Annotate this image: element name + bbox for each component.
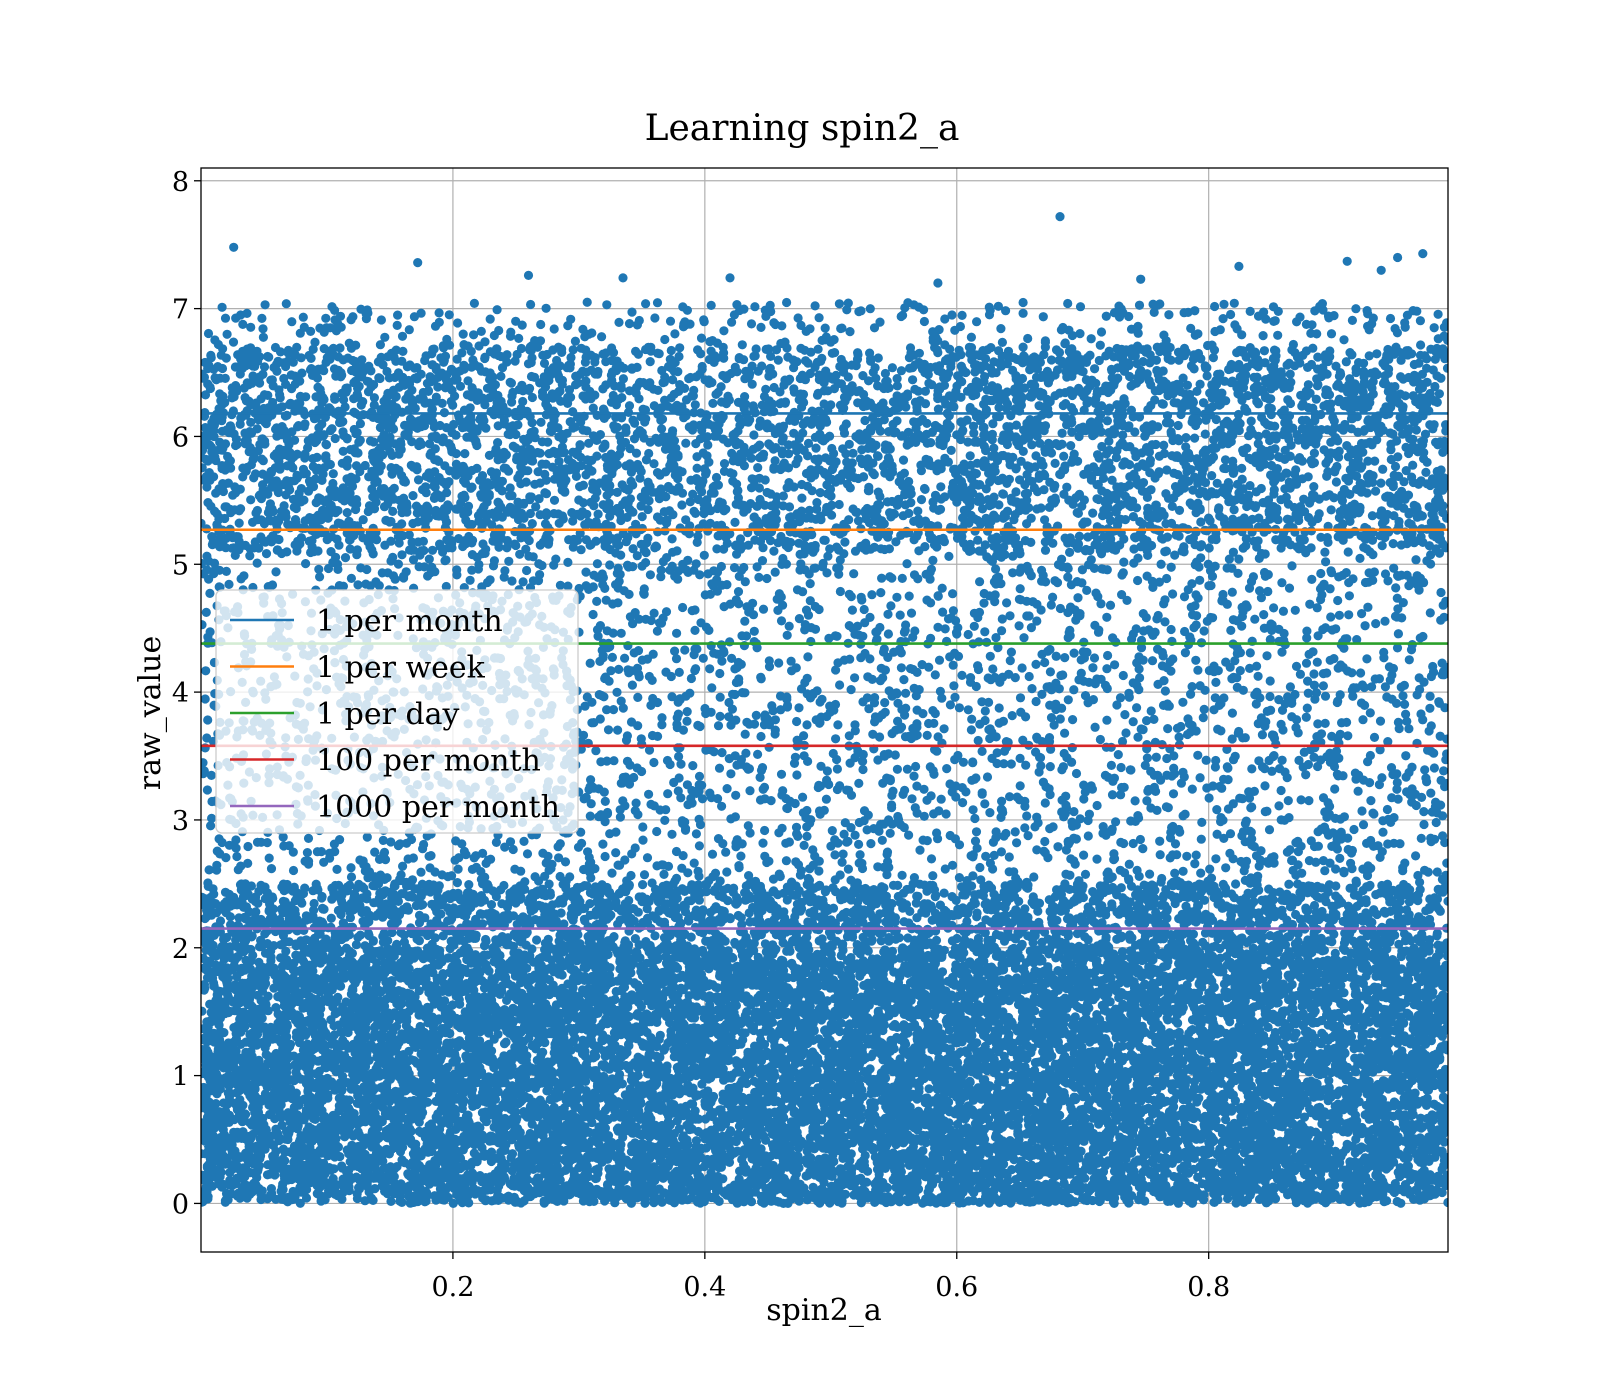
legend-entry: 1 per week xyxy=(316,651,486,686)
x-tick-label: 0.2 xyxy=(431,1272,474,1303)
y-tick-label: 4 xyxy=(172,678,189,709)
legend-entry: 1 per month xyxy=(316,604,503,639)
y-tick-label: 8 xyxy=(172,167,189,198)
legend: 1 per month 1 per week 1 per day 100 per mo… xyxy=(216,590,578,833)
x-tick-label: 0.6 xyxy=(935,1272,978,1303)
chart-title: Learning spin2_a xyxy=(645,108,960,149)
legend-entry: 1 per day xyxy=(316,697,460,732)
y-axis-label: raw_value xyxy=(133,636,168,790)
legend-entry: 1000 per month xyxy=(316,790,560,825)
legend-entry: 100 per month xyxy=(316,744,541,779)
y-tick-label: 1 xyxy=(172,1062,189,1093)
x-axis-label: spin2_a xyxy=(766,1293,882,1328)
x-tick-label: 0.4 xyxy=(683,1272,726,1303)
y-tick-label: 5 xyxy=(172,550,189,581)
y-tick-label: 6 xyxy=(172,422,189,453)
y-tick-label: 3 xyxy=(172,806,189,837)
y-tick-label: 7 xyxy=(172,295,189,326)
x-tick-label: 0.8 xyxy=(1187,1272,1230,1303)
y-tick-label: 0 xyxy=(172,1189,189,1220)
y-tick-label: 2 xyxy=(172,934,189,965)
